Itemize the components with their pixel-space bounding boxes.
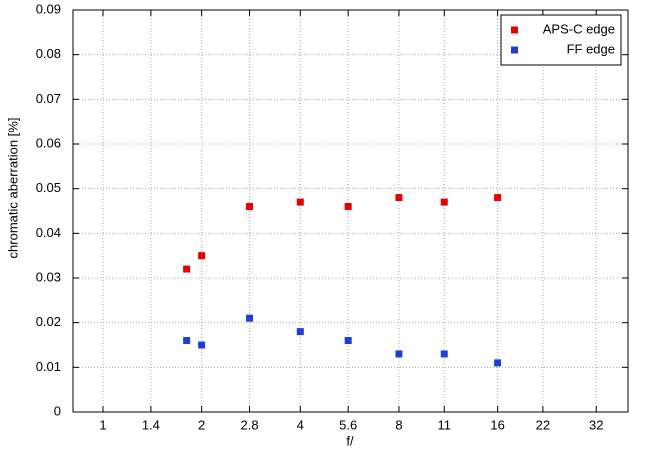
y-tick-label: 0.05 [36,180,61,195]
point [198,252,206,260]
y-tick-label: 0.03 [36,269,61,284]
point [440,350,448,358]
point [296,198,304,206]
y-tick-label: 0 [54,403,61,418]
x-tick-label: 2.8 [240,417,258,432]
point [440,198,448,206]
legend-label: APS-C edge [543,21,615,36]
x-tick-label: 4 [297,417,304,432]
legend-label: FF edge [567,41,615,56]
point [344,337,352,345]
legend-marker [511,26,518,34]
x-axis-label: f/ [346,433,354,448]
x-tick-label: 5.6 [339,417,357,432]
point [183,337,191,345]
x-tick-label: 1 [99,417,106,432]
plot-frame [72,9,629,413]
x-tick-label: 32 [589,417,603,432]
point [183,265,191,273]
point [246,203,254,211]
point [395,194,403,202]
legend-marker [511,46,518,54]
y-tick-label: 0.02 [36,314,61,329]
y-axis-label: chromatic aberration [%] [5,118,20,259]
x-tick-label: 11 [438,417,452,432]
legend-box [500,14,622,66]
point [246,314,254,322]
x-tick-label: 2 [198,417,205,432]
y-tick-label: 0.08 [36,46,61,61]
point [395,350,403,358]
point [494,194,502,202]
point [344,203,352,211]
y-tick-label: 0.09 [36,1,61,16]
y-tick-label: 0.04 [36,225,61,240]
y-tick-label: 0.06 [36,135,61,150]
point [296,328,304,336]
y-tick-label: 0.07 [36,91,61,106]
x-tick-label: 22 [536,417,550,432]
point [198,341,206,349]
y-tick-label: 0.01 [36,359,61,374]
point [494,359,502,367]
x-tick-label: 16 [490,417,504,432]
x-tick-label: 1.4 [142,417,160,432]
x-tick-label: 8 [395,417,402,432]
